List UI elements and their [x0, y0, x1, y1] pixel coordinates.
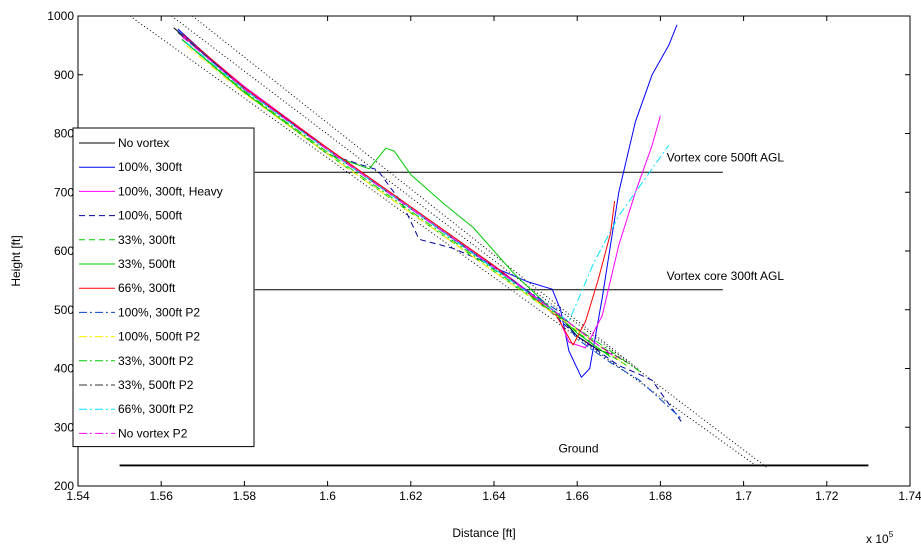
guide-line — [171, 15, 767, 468]
x-tick-label: 1.56 — [150, 489, 174, 503]
x-tick-label: 1.7 — [735, 489, 752, 503]
x-tick-label: 1.72 — [815, 489, 839, 503]
annotations: Vortex core 500ft AGL Vortex core 300ft A… — [558, 151, 784, 456]
y-tick-label: 1000 — [47, 9, 74, 23]
y-tick-label: 300 — [54, 420, 74, 434]
legend-entry: 100%, 300ft — [118, 160, 183, 174]
guide-line — [129, 15, 759, 468]
y-tick-label: 800 — [54, 127, 74, 141]
series-line — [181, 33, 616, 346]
x-axis-label: Distance [ft] — [452, 526, 515, 540]
legend-entry: 66%, 300ft P2 — [118, 402, 194, 416]
x-tick-label: 1.66 — [566, 489, 590, 503]
y-tick-label: 700 — [54, 185, 74, 199]
legend-entry: 33%, 300ft P2 — [118, 354, 194, 368]
y-tick-label: 500 — [54, 303, 74, 317]
x-axis-multiplier-base: x 10 — [866, 532, 889, 546]
axes: 1.54 1.56 1.58 1.6 1.62 1.64 1.66 1.68 1.7 1.72 1.… — [47, 9, 921, 503]
x-tick-label: 1.54 — [66, 489, 90, 503]
legend-entry: 66%, 300ft — [118, 281, 176, 295]
x-axis-multiplier: x 105 — [866, 530, 894, 546]
legend-entry: 33%, 500ft P2 — [118, 378, 194, 392]
x-tick-label: 1.6 — [319, 489, 336, 503]
series-line — [181, 39, 640, 372]
y-axis-label: Height [ft] — [9, 235, 23, 286]
x-axis-multiplier-exponent: 5 — [889, 530, 894, 539]
legend-entry: No vortex — [118, 136, 169, 150]
annotation-label: Vortex core 500ft AGL — [667, 151, 785, 165]
y-tick-label: 200 — [54, 479, 74, 493]
annotation-label: Ground — [558, 442, 598, 456]
legend-entry: 100%, 300ft, Heavy — [118, 184, 223, 198]
series-line — [185, 42, 670, 322]
legend-entry: No vortex P2 — [118, 426, 188, 440]
series-line — [181, 36, 620, 361]
legend-box — [72, 127, 255, 448]
x-tick-label: 1.64 — [482, 489, 506, 503]
legend-entry: 100%, 500ft — [118, 209, 183, 223]
legend-entry: 33%, 500ft — [118, 257, 176, 271]
x-tick-label: 1.58 — [233, 489, 257, 503]
x-tick-label: 1.68 — [649, 489, 673, 503]
legend-entry: 100%, 300ft P2 — [118, 305, 200, 319]
guide-line — [192, 15, 638, 369]
x-tick-label: 1.74 — [898, 489, 921, 503]
plot-area — [119, 15, 869, 468]
legend-entry: 100%, 500ft P2 — [118, 330, 200, 344]
legend: No vortex 100%, 300ft 100%, 300ft, Heavy 10… — [72, 127, 255, 448]
y-tick-label: 400 — [54, 362, 74, 376]
y-tick-label: 600 — [54, 244, 74, 258]
annotation-label: Vortex core 300ft AGL — [667, 269, 785, 283]
x-tick-label: 1.62 — [399, 489, 423, 503]
legend-entry: 33%, 300ft — [118, 233, 176, 247]
y-tick-label: 900 — [54, 68, 74, 82]
